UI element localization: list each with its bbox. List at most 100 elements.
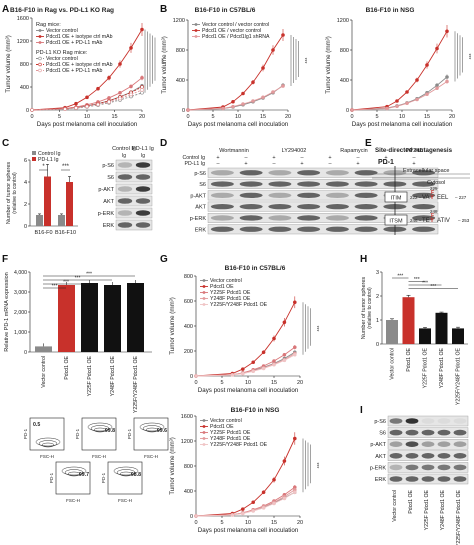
panel-i: p-S6 S6 p-AKT AKT p-ERK ERK Vector control Pdcd… [370, 415, 469, 545]
sign: – [300, 155, 304, 161]
significance-stars: *** [158, 58, 164, 64]
blot-row-label: p-ERK [98, 211, 115, 217]
blot-band [297, 215, 321, 221]
y-tick-label: 1600 [181, 414, 193, 420]
significance-stars: *** [430, 284, 436, 290]
x-tick-label: 10 [399, 114, 405, 120]
data-point [140, 90, 144, 95]
panel-letter-f: F [2, 254, 8, 265]
blot-band [412, 203, 436, 210]
data-point [118, 62, 122, 66]
blot-d: p-S6 S6 p-AKT AKT p-ERK ERK [190, 167, 439, 235]
x-tick-label: 15 [271, 520, 277, 526]
x-tick-label: 5 [375, 114, 378, 120]
blot-c-col-sub: Ig [141, 153, 145, 159]
data-point [241, 102, 245, 106]
flow-y-label: PD-1 [127, 428, 132, 439]
blot-band [268, 170, 292, 176]
data-point [129, 84, 133, 89]
blot-band [354, 181, 378, 187]
x-tick-label: 15 [111, 114, 117, 120]
blot-c-col-label: PD-L1 Ig [132, 146, 154, 152]
blot-band [389, 441, 403, 448]
x-tick-label: 0 [186, 114, 189, 120]
x-tick-label: Y225F/Y248F Pdcd1 OE [456, 489, 462, 545]
blot-band [389, 453, 403, 459]
data-point [74, 106, 78, 110]
data-point [272, 501, 276, 506]
data-point [292, 436, 297, 441]
significance-stars: *** [313, 462, 319, 468]
blot-strip [115, 159, 153, 171]
bar [419, 328, 431, 344]
x-tick-label: 5 [220, 520, 223, 526]
blot-band [117, 186, 133, 192]
data-point [74, 101, 78, 106]
flow-percent: 99.7 [79, 472, 89, 478]
blot-band [453, 418, 467, 424]
panel-e: Site-directed mutagenesis PD-1 Extracellul… [372, 147, 470, 235]
x-tick-label: Pdcd1 OE [408, 489, 414, 513]
panel-letter-i: I [360, 405, 363, 416]
blot-i: p-S6 S6 p-AKT AKT p-ERK ERK [370, 415, 469, 485]
data-point [282, 320, 287, 325]
legend-swatch [32, 151, 36, 155]
panel-letter-c: C [2, 138, 9, 149]
blot-row-label: p-AKT [98, 187, 114, 193]
y-tick-label: 800 [20, 62, 29, 68]
data-point [251, 360, 255, 365]
chart-h: 0 1 2 3 Number of tumor spheres (relative to … [361, 270, 468, 405]
x-tick-label: 0 [350, 114, 353, 120]
data-point [261, 490, 266, 495]
flow-contour [67, 471, 81, 477]
blot-row-label: p-S6 [102, 163, 114, 169]
itim-y: Y [430, 195, 434, 201]
blot-band [325, 203, 349, 210]
legend-marker [202, 437, 206, 440]
legend-marker [194, 35, 198, 38]
y-tick-label: 1200 [337, 18, 349, 24]
legend-marker [202, 303, 206, 306]
itsm-seq: TE [422, 218, 430, 224]
panel-b-title-right: B16-F10 in NSG [366, 7, 415, 14]
data-point [251, 369, 255, 374]
blot-band [297, 203, 321, 210]
y-tick-label: 0 [24, 224, 27, 230]
cytosol-label: Cytosol [427, 180, 445, 186]
blot-band [297, 170, 321, 176]
y-tick-label: 200 [184, 349, 193, 355]
legend-marker [38, 68, 42, 73]
series-line [351, 81, 448, 111]
bar [58, 215, 65, 226]
blot-band [210, 170, 234, 176]
data-point [261, 350, 266, 355]
legend-label: Vector control [46, 28, 78, 34]
legend-label: Pdcd1 OE [210, 284, 234, 290]
panel-g-title-bottom: B16-F10 in NSG [231, 407, 280, 414]
blot-row-label: S6 [199, 182, 206, 188]
data-point [385, 106, 389, 111]
data-point [140, 85, 144, 89]
flow-y-label: PD-1 [49, 472, 54, 483]
flow-contour [93, 427, 107, 433]
blot-row-label: p-ERK [190, 216, 207, 222]
data-point [230, 373, 235, 377]
y-tick-label: 800 [340, 48, 349, 54]
panel-letter-b: B [160, 4, 167, 15]
legend-label: Y225F/Y248F Pdcd1 OE [210, 442, 268, 448]
data-point [425, 63, 429, 67]
blot-band [297, 226, 321, 232]
legend-marker [202, 297, 206, 300]
blot-band [389, 418, 403, 424]
itsm-pos: 248 [430, 209, 438, 214]
blot-row-label: AKT [195, 205, 206, 211]
data-point [261, 366, 266, 371]
blot-band [210, 203, 234, 210]
flow-contour [41, 442, 55, 448]
panel-letter-e: E [365, 138, 372, 149]
y-axis-label: Number of tumor spheres [361, 277, 367, 340]
